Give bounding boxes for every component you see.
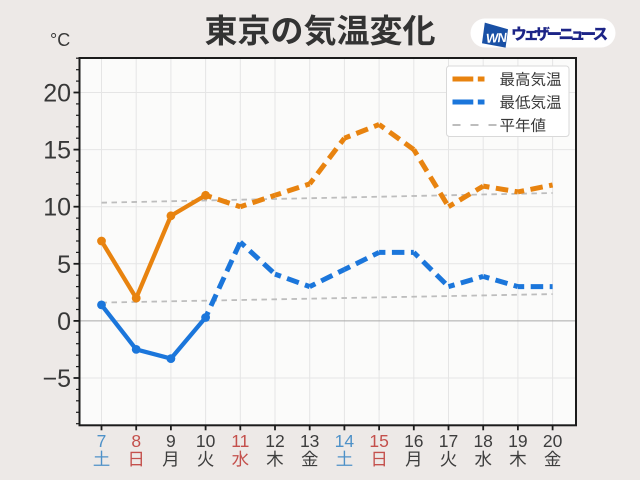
svg-text:13: 13 <box>300 431 319 451</box>
svg-text:19: 19 <box>508 431 527 451</box>
svg-text:20: 20 <box>43 80 71 108</box>
svg-text:16: 16 <box>404 431 423 451</box>
svg-text:10: 10 <box>196 431 216 451</box>
svg-text:8: 8 <box>131 431 141 451</box>
svg-text:7: 7 <box>97 431 107 451</box>
svg-text:15: 15 <box>369 431 388 451</box>
svg-text:15: 15 <box>43 137 71 165</box>
svg-text:11: 11 <box>231 431 249 451</box>
svg-text:18: 18 <box>473 431 492 451</box>
svg-text:14: 14 <box>335 431 355 451</box>
svg-text:5: 5 <box>57 251 71 279</box>
svg-text:20: 20 <box>543 431 563 451</box>
svg-text:12: 12 <box>265 431 284 451</box>
svg-text:°C: °C <box>50 30 70 50</box>
svg-text:10: 10 <box>43 194 71 222</box>
svg-text:−5: −5 <box>42 365 71 393</box>
svg-text:0: 0 <box>57 308 71 336</box>
svg-text:9: 9 <box>166 431 176 451</box>
svg-text:17: 17 <box>439 431 458 451</box>
svg-text:WN: WN <box>486 30 508 46</box>
